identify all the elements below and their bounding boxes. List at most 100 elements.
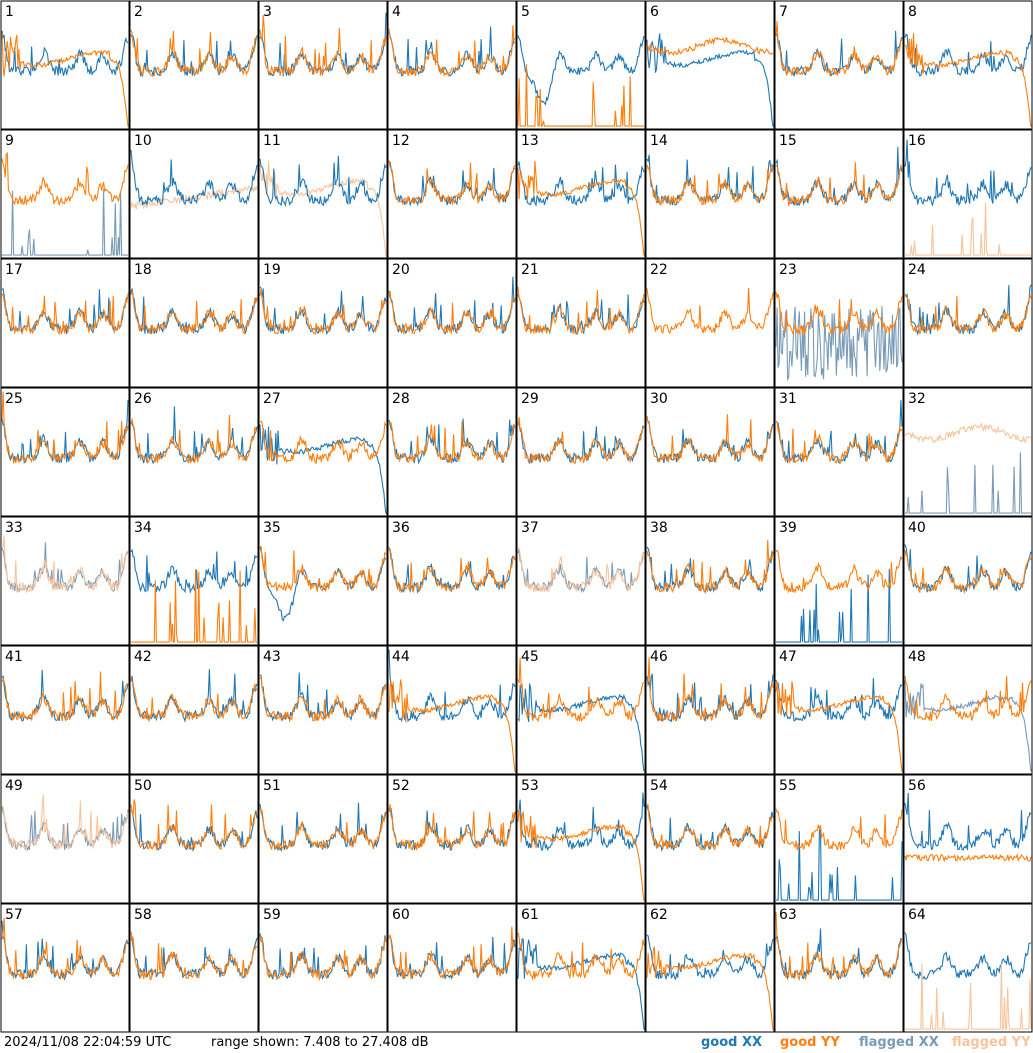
panel-35: 35 bbox=[258, 516, 388, 646]
panel-label: 46 bbox=[650, 649, 668, 665]
panel-35-yy-line bbox=[259, 545, 387, 593]
panel-27-xx-line bbox=[259, 424, 387, 514]
panel-51-yy-line bbox=[259, 807, 387, 851]
panel-31-xx-line bbox=[775, 400, 903, 464]
panel-62-xx-line bbox=[646, 934, 774, 981]
panel-34: 34 bbox=[129, 516, 259, 646]
panel-33-fyy-line bbox=[1, 535, 129, 594]
panel-11-xx-line bbox=[259, 155, 387, 208]
panel-6: 6 bbox=[645, 0, 775, 130]
panel-2-yy-line bbox=[130, 29, 258, 77]
panel-3-yy-line bbox=[259, 15, 387, 76]
panel-50-yy-line bbox=[130, 799, 258, 853]
panel-7: 7 bbox=[774, 0, 904, 130]
panel-8-yy-line bbox=[904, 33, 1032, 127]
panel-28-yy-line bbox=[388, 421, 516, 464]
panel-22: 22 bbox=[645, 258, 775, 388]
panel-31: 31 bbox=[774, 387, 904, 517]
panel-label: 25 bbox=[5, 391, 23, 407]
panel-54-yy-line bbox=[646, 804, 774, 851]
panel-60: 60 bbox=[387, 903, 517, 1033]
panel-51: 51 bbox=[258, 774, 388, 904]
panel-frame bbox=[774, 903, 904, 1033]
panel-21-yy-line bbox=[517, 287, 645, 335]
panel-43: 43 bbox=[258, 645, 388, 775]
panel-47-yy-line bbox=[775, 681, 903, 772]
panel-label: 56 bbox=[908, 778, 926, 794]
panel-46: 46 bbox=[645, 645, 775, 775]
panel-58-yy-line bbox=[130, 931, 258, 980]
panel-frame bbox=[645, 129, 775, 259]
panel-label: 4 bbox=[392, 4, 401, 20]
panel-label: 35 bbox=[263, 520, 281, 536]
panel-41-yy-line bbox=[1, 671, 129, 722]
panel-48-fxx-line bbox=[904, 680, 1032, 772]
panel-7-yy-line bbox=[775, 21, 903, 77]
panel-20-yy-line bbox=[388, 291, 516, 335]
panel-32-fxx-line bbox=[905, 452, 1031, 514]
panel-36: 36 bbox=[387, 516, 517, 646]
panel-label: 23 bbox=[779, 262, 797, 278]
panel-39-yy-line bbox=[775, 549, 903, 594]
footer: 2024/11/08 22:04:59 UTC range shown: 7.4… bbox=[0, 1033, 1033, 1053]
panel-label: 3 bbox=[263, 4, 272, 20]
panel-7-xx-line bbox=[775, 30, 903, 77]
panel-16-xx-line bbox=[904, 139, 1032, 207]
panel-label: 64 bbox=[908, 907, 926, 923]
panel-19-yy-line bbox=[259, 289, 387, 335]
panel-52: 52 bbox=[387, 774, 517, 904]
panel-label: 42 bbox=[134, 649, 152, 665]
panel-10-xx-line bbox=[130, 149, 258, 206]
panel-frame bbox=[903, 645, 1033, 775]
panel-40: 40 bbox=[903, 516, 1033, 646]
panel-64: 64 bbox=[903, 903, 1033, 1033]
panel-label: 12 bbox=[392, 133, 410, 149]
panel-43-xx-line bbox=[259, 672, 387, 722]
panel-14-yy-line bbox=[646, 162, 774, 207]
panel-22-yy-line bbox=[646, 287, 774, 334]
panel-frame bbox=[0, 129, 130, 259]
panel-label: 63 bbox=[779, 907, 797, 923]
panel-13: 13 bbox=[516, 129, 646, 259]
panel-label: 49 bbox=[5, 778, 23, 794]
panel-frame bbox=[258, 903, 388, 1033]
panel-frame bbox=[387, 516, 517, 646]
panel-42-yy-line bbox=[130, 677, 258, 723]
panel-5-yy-line bbox=[517, 64, 644, 127]
panel-44: 44 bbox=[387, 645, 517, 775]
panel-33-fxx-line bbox=[1, 542, 129, 593]
panel-28: 28 bbox=[387, 387, 517, 517]
panel-14: 14 bbox=[645, 129, 775, 259]
panel-26: 26 bbox=[129, 387, 259, 517]
panel-frame bbox=[129, 129, 259, 259]
panel-8-xx-line bbox=[904, 33, 1032, 77]
panel-45: 45 bbox=[516, 645, 646, 775]
panel-46-yy-line bbox=[646, 657, 774, 723]
legend-good-yy: good YY bbox=[780, 1035, 840, 1050]
panel-56-yy-line bbox=[904, 852, 1032, 863]
panel-label: 38 bbox=[650, 520, 668, 536]
panel-61: 61 bbox=[516, 903, 646, 1033]
panel-25: 25 bbox=[0, 387, 130, 517]
panel-57: 57 bbox=[0, 903, 130, 1033]
panel-63: 63 bbox=[774, 903, 904, 1033]
panel-24: 24 bbox=[903, 258, 1033, 388]
panel-frame bbox=[516, 774, 646, 904]
panel-59: 59 bbox=[258, 903, 388, 1033]
panel-label: 60 bbox=[392, 907, 410, 923]
panel-label: 57 bbox=[5, 907, 23, 923]
panel-label: 43 bbox=[263, 649, 281, 665]
panel-16: 16 bbox=[903, 129, 1033, 259]
panel-label: 2 bbox=[134, 4, 143, 20]
legend-flagged-yy: flagged YY bbox=[952, 1035, 1031, 1050]
panel-label: 18 bbox=[134, 262, 152, 278]
panel-label: 20 bbox=[392, 262, 410, 278]
panel-label: 47 bbox=[779, 649, 797, 665]
panel-label: 58 bbox=[134, 907, 152, 923]
panel-11: 11 bbox=[258, 129, 388, 259]
panel-label: 17 bbox=[5, 262, 23, 278]
panel-frame bbox=[129, 774, 259, 904]
panel-frame bbox=[645, 258, 775, 388]
panel-26-yy-line bbox=[130, 414, 258, 465]
